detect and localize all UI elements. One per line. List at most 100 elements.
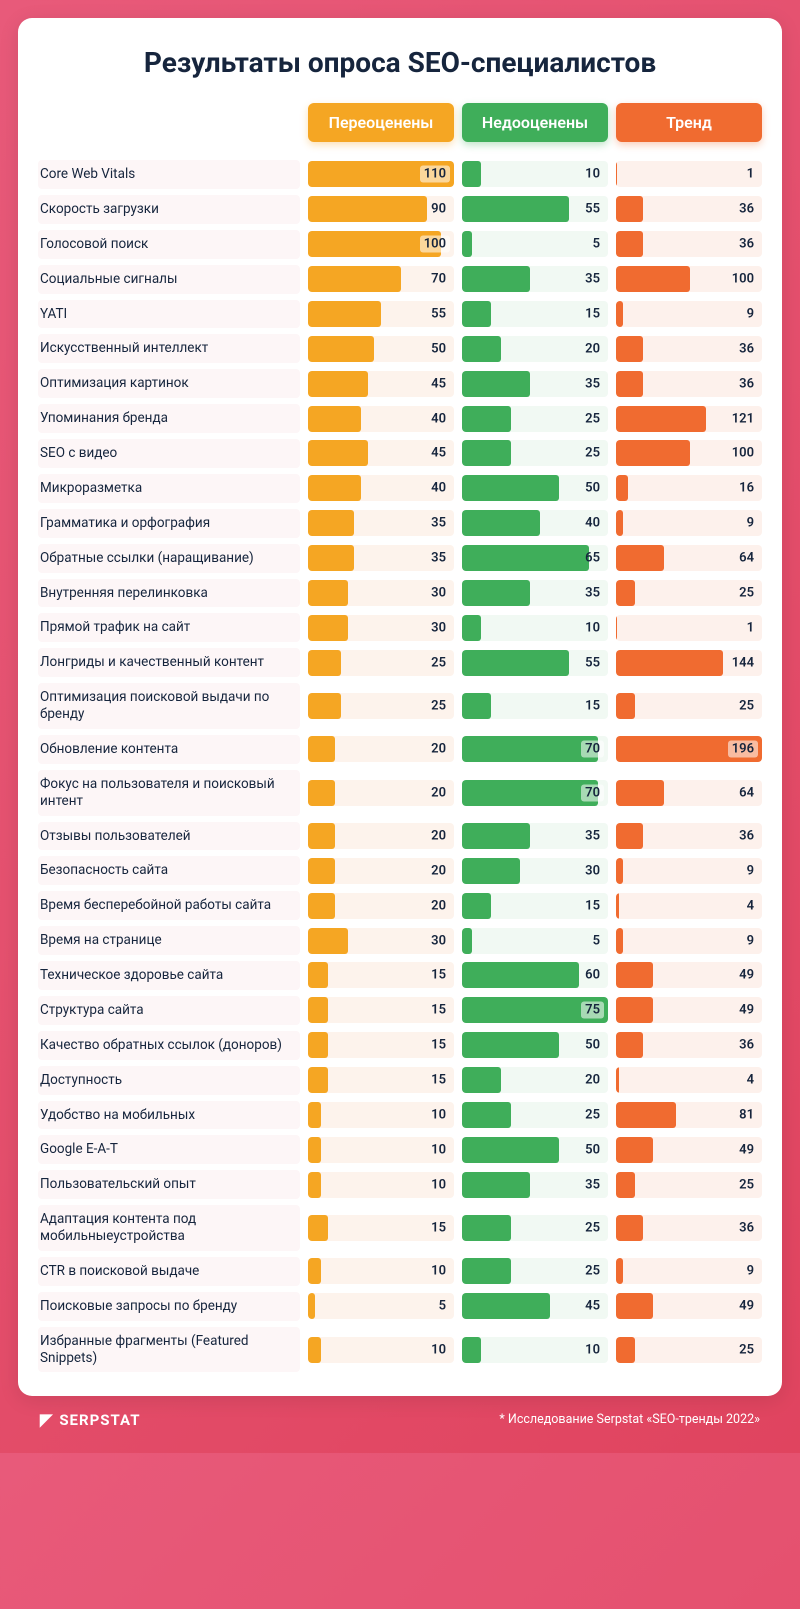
bar-cell: 35 (462, 580, 608, 606)
bar-value: 49 (739, 1299, 754, 1314)
table-row: Структура сайта157549 (38, 996, 762, 1025)
bar (308, 780, 335, 806)
bar-cell: 40 (308, 475, 454, 501)
bar (308, 650, 341, 676)
bar-value: 20 (431, 863, 446, 878)
bar (308, 336, 374, 362)
bar-value: 49 (739, 968, 754, 983)
bar (616, 928, 623, 954)
bar (462, 1032, 559, 1058)
bar (616, 1258, 623, 1284)
row-label: Социальные сигналы (38, 265, 300, 294)
bar-value: 30 (431, 620, 446, 635)
row-label: YATI (38, 300, 300, 329)
bar-value: 36 (739, 1221, 754, 1236)
row-label: Время на странице (38, 926, 300, 955)
bar (308, 858, 335, 884)
bar-value: 35 (431, 516, 446, 531)
bar (308, 823, 335, 849)
table-row: CTR в поисковой выдаче10259 (38, 1257, 762, 1286)
bar-cell: 70 (462, 736, 608, 762)
bar-cell: 25 (462, 406, 608, 432)
bar-value: 15 (431, 1221, 446, 1236)
bar (462, 510, 540, 536)
bar (616, 997, 653, 1023)
bar-value: 40 (585, 516, 600, 531)
bar-value: 10 (431, 1342, 446, 1357)
bar (308, 371, 368, 397)
bar-cell: 25 (616, 693, 762, 719)
row-label: Грамматика и орфография (38, 509, 300, 538)
bar-cell: 36 (616, 336, 762, 362)
bar-value: 4 (747, 1073, 754, 1088)
bar-value: 5 (593, 933, 600, 948)
row-label: Обратные ссылки (наращивание) (38, 544, 300, 573)
bar-cell: 15 (308, 997, 454, 1023)
bar (616, 1337, 635, 1363)
header-overrated: Переоценены (308, 103, 454, 142)
bar-cell: 5 (462, 928, 608, 954)
bar-value: 10 (431, 1177, 446, 1192)
bar-value: 100 (732, 446, 754, 461)
bar (616, 858, 623, 884)
bar-cell: 20 (308, 893, 454, 919)
bar-cell: 10 (308, 1258, 454, 1284)
bar-cell: 50 (462, 1137, 608, 1163)
bar-value: 35 (431, 551, 446, 566)
bar-cell: 9 (616, 1258, 762, 1284)
bar (616, 161, 617, 187)
bar-value: 15 (431, 1003, 446, 1018)
bar (616, 545, 664, 571)
bar (616, 1067, 619, 1093)
bar-value: 20 (431, 898, 446, 913)
bar-cell: 40 (308, 406, 454, 432)
bar-cell: 36 (616, 371, 762, 397)
bar-cell: 121 (616, 406, 762, 432)
table-row: Время на странице3059 (38, 926, 762, 955)
bar-value: 196 (728, 741, 758, 758)
bar (308, 545, 354, 571)
bar-value: 55 (585, 202, 600, 217)
bar-cell: 45 (308, 440, 454, 466)
bar-value: 35 (585, 272, 600, 287)
footnote: * Исследование Serpstat «SEO-тренды 2022… (499, 1412, 760, 1427)
table-row: Доступность15204 (38, 1066, 762, 1095)
bar-value: 55 (431, 306, 446, 321)
bar-cell: 15 (308, 1032, 454, 1058)
bar (462, 1215, 511, 1241)
row-label: Голосовой поиск (38, 230, 300, 259)
bar-value: 25 (431, 655, 446, 670)
bar-cell: 1 (616, 161, 762, 187)
bar-value: 30 (431, 585, 446, 600)
brand-logo: ◤ SERPSTAT (40, 1410, 140, 1429)
bar (462, 231, 472, 257)
bar (616, 406, 706, 432)
bar-value: 36 (739, 341, 754, 356)
bar-value: 40 (431, 411, 446, 426)
bar (308, 893, 335, 919)
bar-value: 5 (439, 1299, 446, 1314)
bar-cell: 25 (616, 1337, 762, 1363)
bar (308, 1215, 328, 1241)
bar-cell: 30 (308, 928, 454, 954)
bar-cell: 10 (308, 1102, 454, 1128)
bar-value: 75 (581, 1002, 604, 1019)
bar-value: 25 (585, 446, 600, 461)
bar-value: 16 (739, 481, 754, 496)
bar (462, 475, 559, 501)
bar-cell: 65 (462, 545, 608, 571)
bar-value: 50 (585, 481, 600, 496)
bar (462, 301, 491, 327)
bar-value: 15 (431, 968, 446, 983)
row-label: Избранные фрагменты (Featured Snippets) (38, 1327, 300, 1373)
bar (308, 1258, 321, 1284)
bar-value: 9 (747, 1264, 754, 1279)
bar (616, 231, 643, 257)
bar (462, 1172, 530, 1198)
table-row: YATI55159 (38, 300, 762, 329)
bar-cell: 25 (462, 1258, 608, 1284)
bar-cell: 5 (308, 1293, 454, 1319)
bar (308, 736, 335, 762)
bar-cell: 9 (616, 301, 762, 327)
bar-value: 15 (585, 699, 600, 714)
